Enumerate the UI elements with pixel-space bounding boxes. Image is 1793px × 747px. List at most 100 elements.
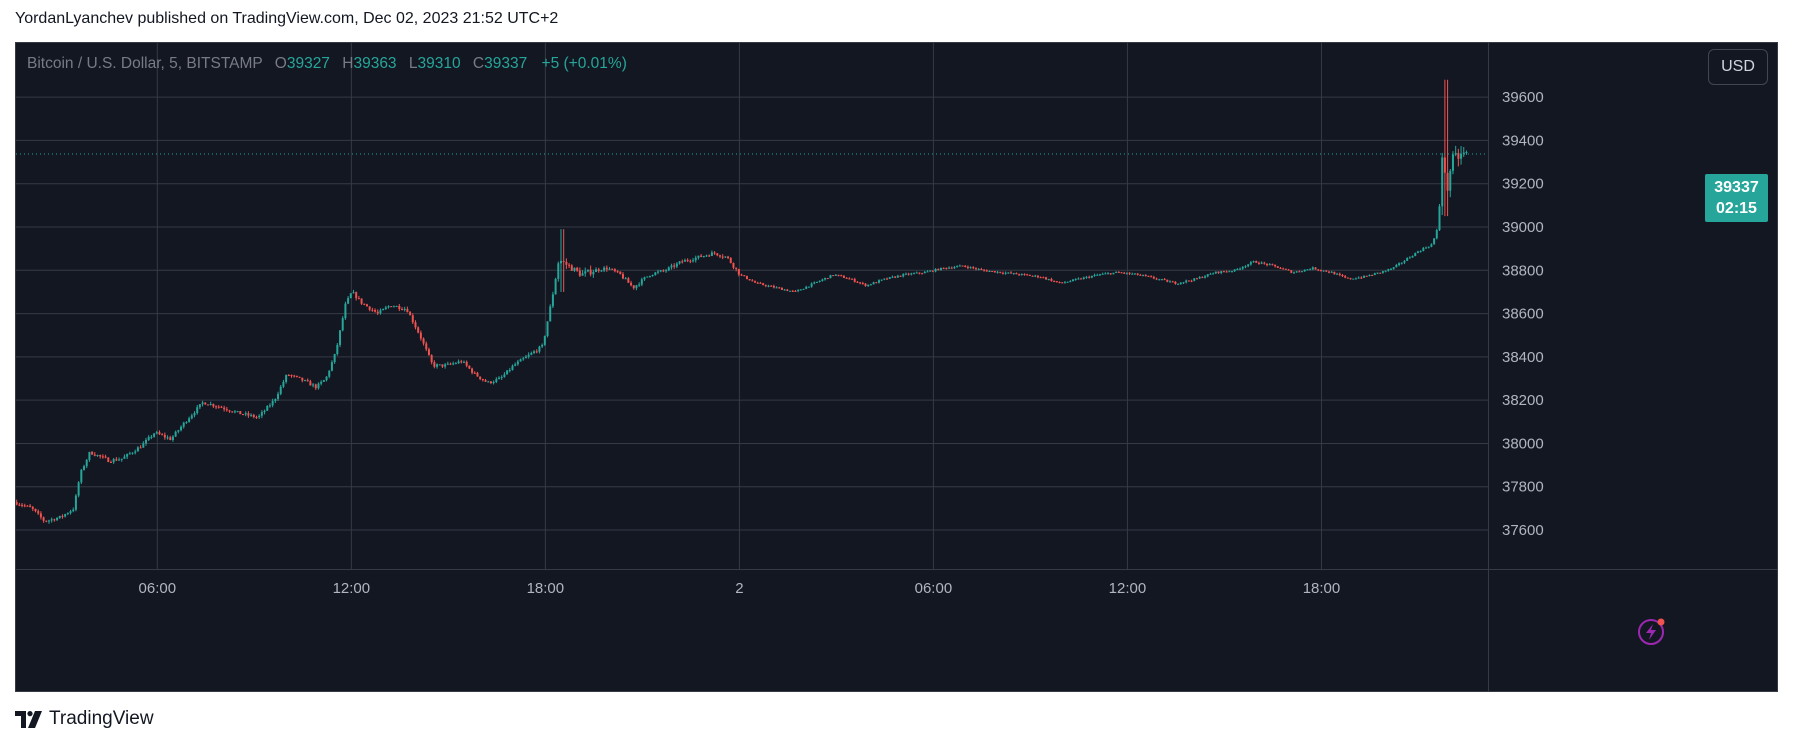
candle-body [387, 306, 390, 308]
candle-body [853, 279, 856, 282]
candle-body [88, 452, 91, 460]
candle-body [716, 253, 719, 256]
candle-body [1422, 248, 1425, 251]
time-tick-label: 12:00 [1109, 580, 1147, 597]
candle-body [1085, 276, 1088, 278]
candle-body [840, 275, 843, 277]
candle-body [128, 453, 131, 455]
time-tick-label: 12:00 [333, 580, 371, 597]
price-tick-label: 38800 [1502, 262, 1544, 279]
candle-body [600, 270, 603, 272]
candle-body [1195, 278, 1198, 280]
candle-body [144, 439, 147, 444]
candle-body [1139, 274, 1142, 276]
candle-body [910, 273, 913, 275]
candle-body [77, 482, 80, 496]
candle-body [487, 381, 490, 383]
candle-body [357, 298, 360, 300]
candle-body [1204, 276, 1207, 278]
candle-body [401, 308, 404, 310]
candle-body [1244, 266, 1247, 268]
candle-body [1360, 277, 1363, 279]
candle-body [209, 403, 212, 405]
candle-body [476, 372, 479, 377]
footer-logo[interactable]: TradingView [15, 708, 154, 730]
candle-body [1457, 153, 1460, 159]
candle-body [1077, 278, 1080, 280]
candle-body [1371, 275, 1374, 277]
candle-body [586, 269, 589, 272]
candle-body [535, 351, 538, 353]
legend-change: +5 (+0.01%) [541, 55, 627, 72]
candle-body [966, 266, 969, 268]
candle-body [1336, 273, 1339, 275]
candle-body [1004, 272, 1007, 274]
candle-body [258, 415, 261, 418]
candle-body [473, 372, 476, 374]
price-tick-label: 38000 [1502, 435, 1544, 452]
candle-body [139, 447, 142, 449]
bar-countdown: 02:15 [1716, 200, 1757, 217]
currency-button[interactable]: USD [1708, 49, 1768, 85]
candle-body [330, 362, 333, 371]
candle-body [1174, 281, 1177, 284]
candle-body [864, 283, 867, 287]
candle-body [104, 456, 107, 458]
candle-body [1346, 277, 1349, 279]
chart-panel[interactable]: 37600 37800 38000 38200 38400 38600 38800 39000… [15, 42, 1778, 692]
candle-body [314, 384, 317, 389]
candle-body [877, 280, 880, 283]
candle-body [217, 406, 220, 408]
lightning-bolt-icon[interactable] [1636, 615, 1668, 647]
candle-body [188, 418, 191, 422]
publish-header: YordanLyanchev published on TradingView.… [15, 10, 559, 27]
candle-body [1034, 275, 1037, 277]
candle-body [1220, 271, 1223, 274]
candle-body [1163, 279, 1166, 281]
candle-body [1031, 275, 1034, 277]
candle-body [489, 381, 492, 384]
price-tick-label: 38600 [1502, 306, 1544, 323]
candle-body [1400, 262, 1403, 264]
candle-body [1201, 277, 1204, 279]
candle-body [1306, 269, 1309, 271]
candle-body [193, 413, 196, 416]
candle-body [134, 451, 137, 453]
candle-body [832, 275, 835, 277]
candle-body [527, 354, 530, 357]
candle-body [988, 271, 991, 273]
candlestick-chart[interactable]: 37600 37800 38000 38200 38400 38600 38800 39000… [16, 43, 1777, 691]
candle-body [923, 271, 926, 274]
candle-body [1325, 270, 1328, 272]
candle-body [969, 267, 972, 269]
candle-body [942, 267, 945, 269]
candle-body [651, 275, 654, 277]
candle-body [608, 268, 611, 270]
candle-body [1053, 281, 1056, 283]
candle-body [376, 311, 379, 314]
candle-body [568, 264, 571, 266]
candle-body [605, 267, 608, 270]
candle-body [1117, 271, 1120, 273]
candle-body [398, 306, 401, 309]
candle-body [247, 413, 250, 416]
candle-body [894, 276, 897, 278]
candle-body [45, 520, 48, 522]
candle-body [1357, 277, 1360, 279]
candle-body [120, 458, 123, 460]
candle-body [295, 375, 298, 377]
candle-body [325, 376, 328, 381]
candle-body [42, 517, 45, 521]
candle-body [101, 456, 104, 458]
candle-body [786, 289, 789, 291]
candle-body [654, 272, 657, 276]
candle-body [1451, 154, 1454, 171]
candle-body [1209, 273, 1212, 275]
candle-body [519, 359, 522, 362]
candle-body [1010, 272, 1013, 274]
candle-body [1047, 278, 1050, 280]
candle-body [724, 256, 727, 258]
candle-body [1419, 250, 1422, 252]
candle-body [861, 283, 864, 285]
candle-body [921, 273, 924, 275]
